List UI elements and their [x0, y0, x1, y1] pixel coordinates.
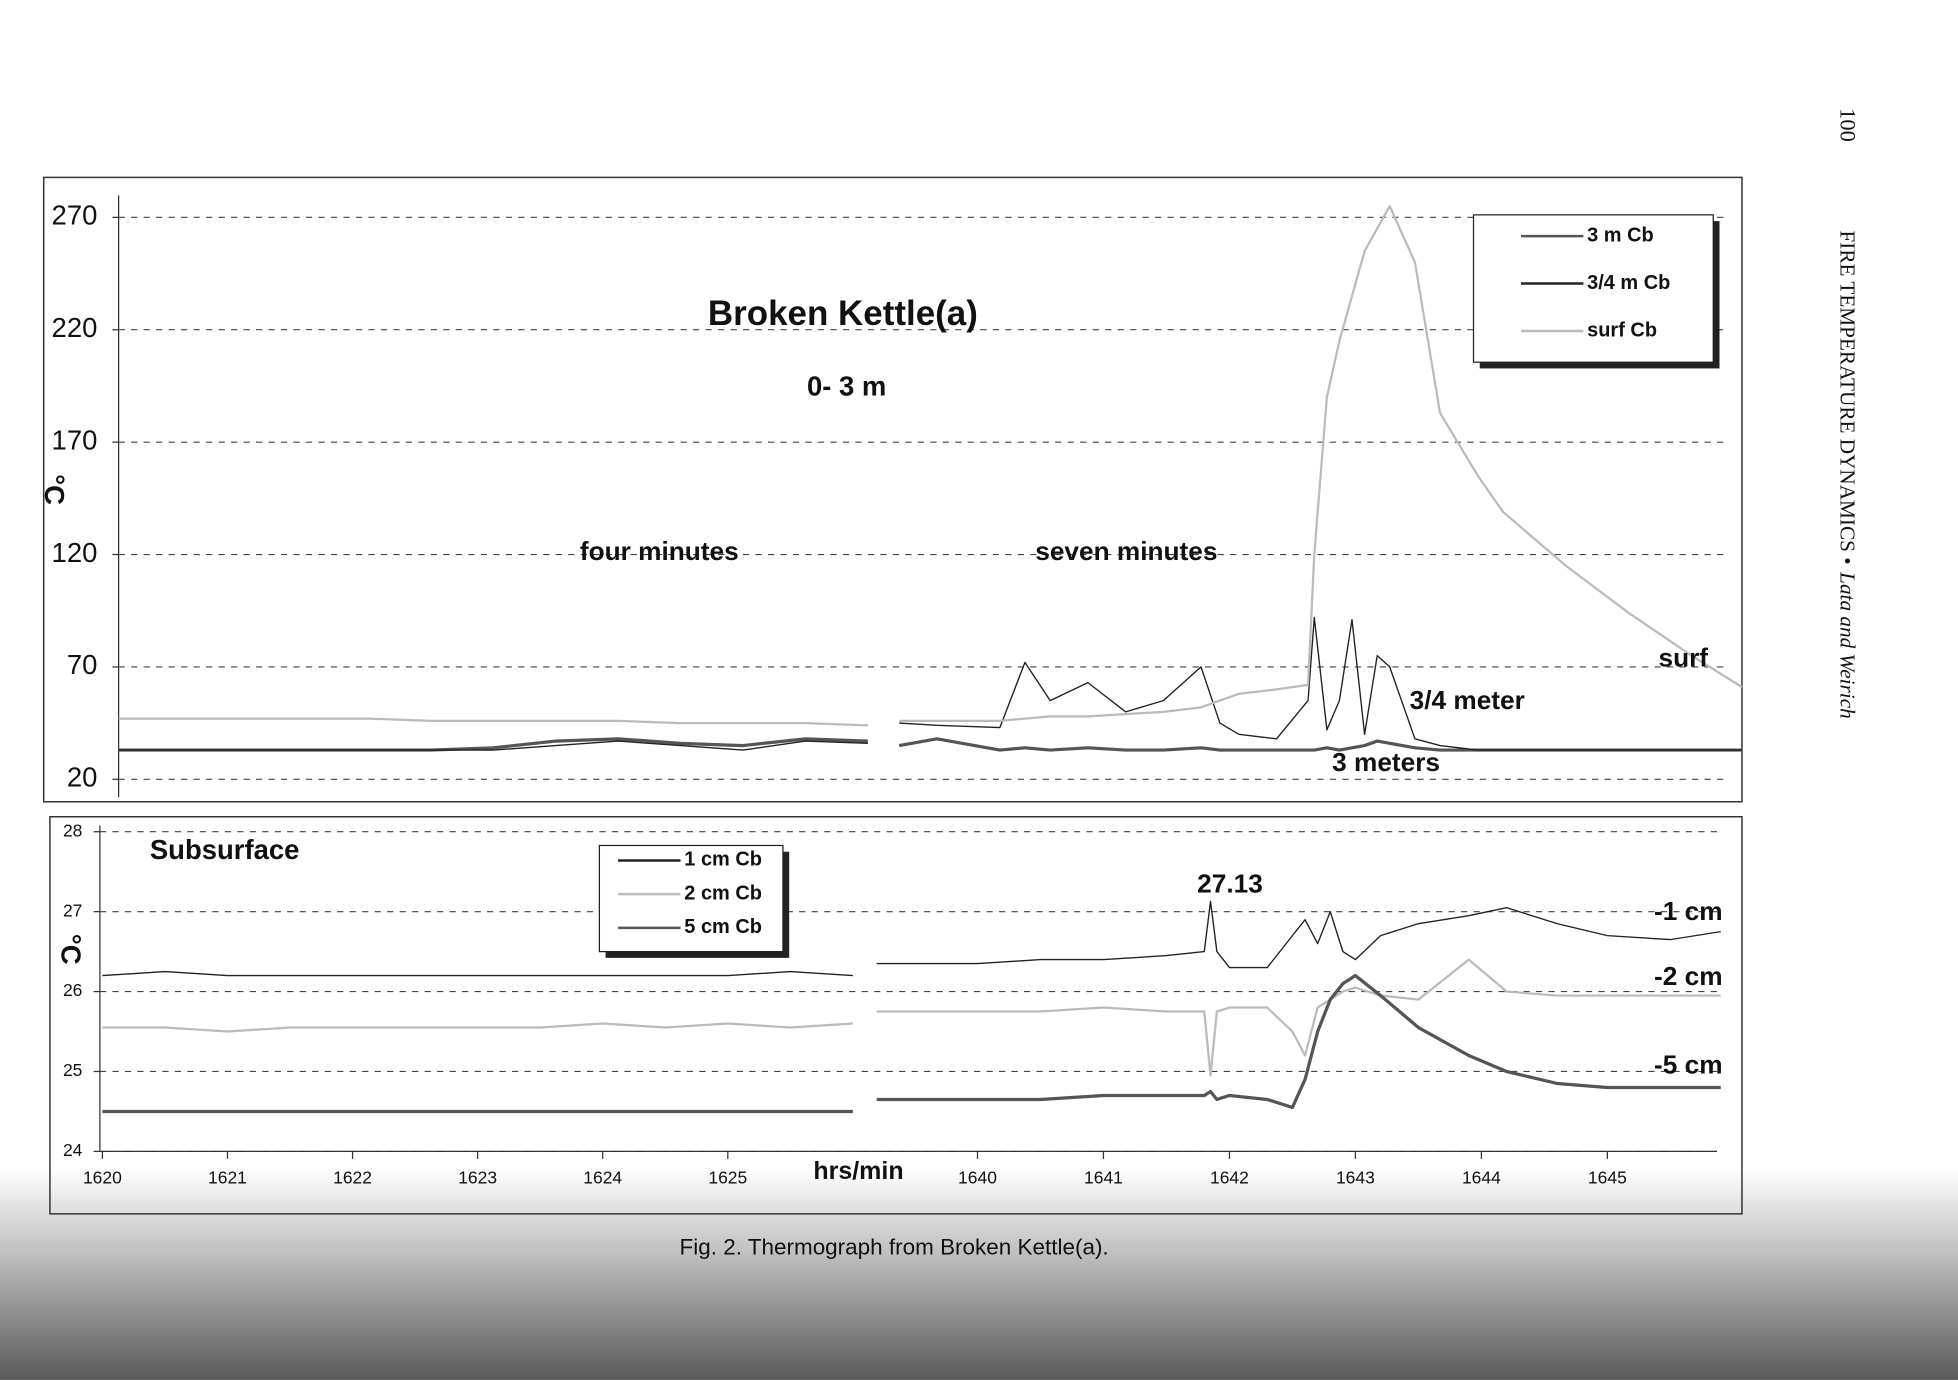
running-head-title: FIRE TEMPERATURE DYNAMICS •: [1836, 230, 1860, 564]
annotation: 3 meters: [1332, 747, 1440, 777]
x-tick-label: 1624: [583, 1168, 622, 1188]
data-line: [102, 973, 1721, 1114]
data-line: [118, 204, 1743, 727]
y-tick-label: 24: [63, 1140, 83, 1160]
x-tick-label: 1643: [1336, 1168, 1375, 1188]
y-tick-label: 120: [52, 537, 98, 568]
x-tick-label: 1640: [958, 1168, 997, 1188]
x-tick-label: 1641: [1084, 1168, 1123, 1188]
y-axis-label: °C: [55, 934, 86, 965]
legend-label: 3/4 m Cb: [1587, 272, 1670, 294]
y-tick-label: 28: [63, 820, 82, 840]
y-tick-label: 70: [67, 649, 98, 680]
y-tick-label: 26: [63, 980, 82, 1000]
data-line: [102, 958, 1721, 1077]
x-tick-label: 1625: [708, 1168, 747, 1188]
scan-shadow: [0, 1167, 1958, 1380]
annotation: seven minutes: [1035, 536, 1217, 566]
y-tick-label: 25: [63, 1060, 82, 1080]
x-tick-label: 1620: [83, 1168, 122, 1188]
legend-label: 1 cm Cb: [684, 849, 762, 871]
y-tick-label: 20: [67, 762, 98, 793]
y-tick-label: 27: [63, 900, 82, 920]
legend-label: 2 cm Cb: [684, 882, 762, 904]
data-line: [118, 616, 1742, 751]
figure-caption: Fig. 2. Thermograph from Broken Kettle(a…: [680, 1235, 1109, 1260]
legend-label: 5 cm Cb: [684, 916, 762, 938]
running-head: FIRE TEMPERATURE DYNAMICS • Lata and Weir…: [1836, 230, 1860, 718]
annotation: four minutes: [580, 536, 739, 566]
legend-label: surf Cb: [1587, 319, 1657, 341]
y-tick-label: 270: [52, 200, 98, 231]
chart-subtitle: 0- 3 m: [807, 371, 886, 402]
x-tick-label: 1644: [1462, 1168, 1501, 1188]
legend-label: 3 m Cb: [1587, 224, 1654, 246]
legend-box: [1472, 214, 1714, 363]
chart-title: Subsurface: [150, 834, 300, 865]
annotation: -2 cm: [1654, 961, 1723, 991]
annotation: surf: [1659, 642, 1709, 672]
x-tick-label: 1642: [1210, 1168, 1249, 1188]
annotation: -5 cm: [1654, 1049, 1723, 1079]
bottom-chart-frame: [49, 815, 1743, 1215]
data-line: [102, 900, 1721, 977]
x-tick-label: 1622: [333, 1168, 372, 1188]
x-tick-label: 1621: [208, 1168, 247, 1188]
top-chart-frame: [42, 176, 1743, 803]
annotation: 27.13: [1197, 868, 1263, 898]
annotation: 3/4 meter: [1410, 685, 1525, 715]
x-axis-label: hrs/min: [813, 1157, 903, 1185]
running-head-authors: Lata and Weirich: [1836, 571, 1860, 719]
x-tick-label: 1623: [458, 1168, 497, 1188]
page-number: 100: [1835, 108, 1860, 142]
y-axis-label: °C: [39, 474, 70, 505]
y-tick-label: 220: [52, 312, 98, 343]
legend-box: [598, 844, 784, 953]
chart-title: Broken Kettle(a): [708, 294, 978, 333]
y-tick-label: 170: [52, 424, 98, 455]
x-tick-label: 1645: [1588, 1168, 1627, 1188]
annotation: -1 cm: [1654, 896, 1723, 926]
